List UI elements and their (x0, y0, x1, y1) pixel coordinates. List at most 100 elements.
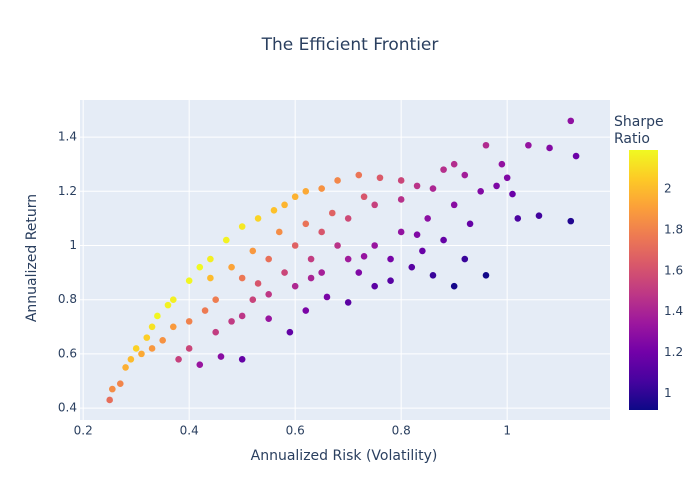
point (334, 242, 341, 249)
point (291, 282, 299, 290)
point (429, 272, 437, 279)
point (567, 117, 575, 125)
point (302, 220, 310, 228)
point (217, 353, 225, 360)
point (424, 215, 431, 222)
plot-area (80, 100, 610, 420)
point (302, 307, 310, 314)
point (196, 361, 204, 369)
point (154, 312, 161, 320)
point (450, 201, 458, 209)
point (175, 356, 182, 363)
point (567, 217, 575, 225)
x-tick-label: 0.6 (286, 424, 305, 438)
point (238, 356, 246, 363)
x-tick-label: 1 (503, 424, 511, 438)
point (275, 228, 283, 236)
point (376, 174, 384, 182)
point (201, 307, 209, 314)
colorbar-tick-label: 1.8 (664, 222, 683, 236)
point (344, 299, 352, 306)
point (461, 255, 469, 263)
point (138, 350, 145, 358)
colorbar-tick-label: 1.4 (664, 304, 683, 318)
point (360, 253, 368, 260)
colorbar-tick-label: 1.6 (664, 263, 683, 277)
point (249, 247, 257, 255)
point (265, 290, 272, 298)
point (450, 282, 458, 290)
point (185, 345, 193, 352)
point (109, 385, 116, 393)
point (116, 380, 124, 387)
point (546, 144, 553, 152)
point (397, 177, 405, 184)
point (514, 215, 522, 222)
points (106, 117, 580, 404)
point (302, 188, 310, 195)
x-axis-label: Annualized Risk (Volatility) (251, 448, 438, 464)
point (466, 220, 474, 228)
point (291, 242, 299, 249)
point (360, 193, 368, 201)
point (207, 274, 214, 282)
point (228, 263, 235, 271)
y-tick-label: 0.6 (58, 346, 77, 360)
point (371, 282, 378, 290)
point (503, 174, 511, 182)
point (207, 255, 214, 263)
point (328, 209, 336, 217)
point (419, 247, 426, 255)
point (477, 188, 484, 195)
point (281, 201, 288, 209)
point (196, 263, 204, 271)
point (106, 396, 113, 404)
colorbar-tick-label: 1 (664, 386, 672, 400)
grid (80, 100, 610, 420)
point (408, 263, 416, 271)
point (355, 171, 363, 179)
point (334, 177, 341, 184)
colorbar-title: Ratio (614, 131, 650, 147)
point (281, 269, 288, 276)
x-tick-label: 0.8 (392, 424, 411, 438)
x-tick-label: 0.2 (74, 424, 93, 438)
point (572, 152, 580, 160)
point (222, 236, 230, 244)
y-tick-label: 0.8 (58, 292, 77, 306)
point (440, 166, 447, 173)
point (265, 315, 272, 322)
point (185, 318, 193, 325)
point (318, 185, 325, 192)
point (148, 345, 156, 352)
point (429, 185, 437, 192)
point (440, 236, 447, 244)
point (143, 334, 151, 341)
point (323, 293, 331, 301)
point (254, 280, 262, 287)
point (318, 269, 325, 276)
chart-title: The Efficient Frontier (261, 35, 439, 55)
point (238, 312, 246, 320)
point (169, 296, 177, 303)
point (212, 296, 219, 303)
point (148, 323, 156, 331)
point (122, 364, 129, 371)
point (413, 182, 421, 190)
point (344, 215, 352, 222)
point (371, 201, 378, 209)
point (413, 231, 421, 238)
point (286, 328, 294, 336)
point (307, 255, 315, 263)
point (270, 206, 278, 214)
colorbar-tick-label: 1.2 (664, 345, 683, 359)
point (228, 318, 235, 325)
point (482, 272, 490, 279)
point (254, 215, 262, 222)
point (238, 223, 246, 230)
point (164, 301, 172, 309)
point (525, 141, 532, 149)
colorbar (629, 150, 658, 410)
x-tick-label: 0.4 (180, 424, 199, 438)
point (127, 356, 135, 363)
